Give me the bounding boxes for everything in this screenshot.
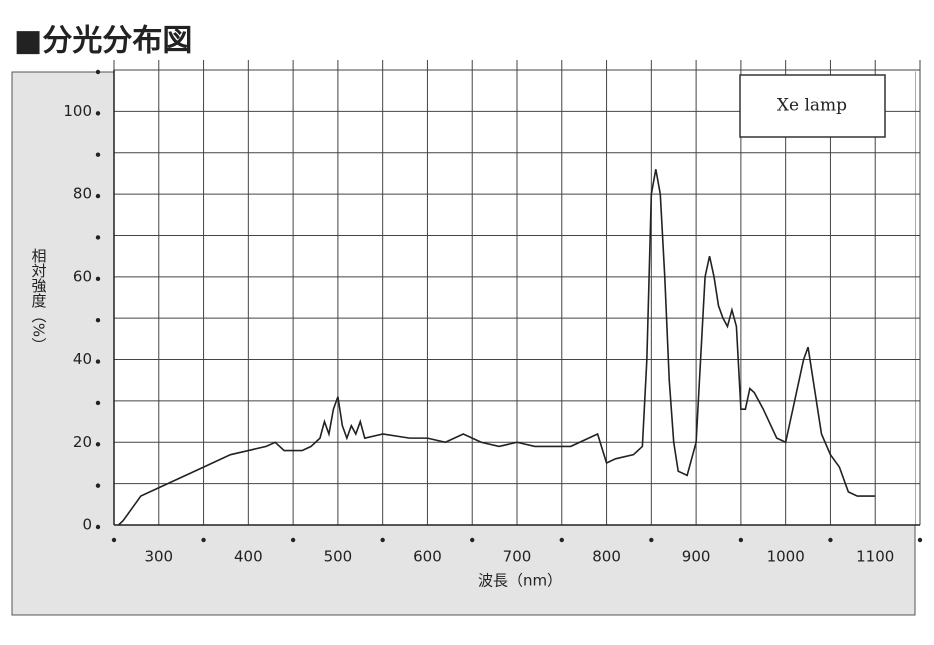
y-tick-dot — [95, 524, 101, 530]
x-tick-label: 700 — [503, 548, 532, 566]
y-tick-dot — [95, 152, 101, 157]
x-tick-label: 1100 — [856, 548, 894, 566]
y-tick-label: 0 — [82, 516, 92, 534]
legend-box — [739, 74, 886, 138]
x-tick-label: 500 — [324, 548, 353, 566]
data-line — [117, 169, 876, 526]
x-tick-dot — [738, 537, 744, 543]
y-tick-dot — [95, 111, 101, 116]
x-tick-label: 900 — [682, 548, 711, 566]
x-tick-label: 1000 — [767, 548, 805, 566]
y-tick-label: 20 — [73, 433, 92, 451]
x-tick-dot — [201, 537, 206, 543]
y-tick-dot — [95, 193, 101, 199]
y-tick-label: 80 — [73, 185, 92, 203]
y-tick-label: 60 — [73, 267, 92, 285]
x-tick-label: 800 — [592, 548, 621, 566]
x-tick-dot — [917, 537, 923, 543]
x-tick-dot — [290, 537, 296, 543]
legend-label: Xe lamp — [777, 96, 847, 116]
x-tick-dot — [559, 537, 564, 543]
x-tick-label: 400 — [234, 548, 263, 566]
x-tick-dot — [828, 537, 833, 543]
x-axis-label: 波長（nm） — [478, 572, 562, 590]
plot-area — [114, 70, 915, 525]
x-tick-label: 300 — [144, 548, 173, 566]
y-tick-dot — [95, 276, 101, 282]
y-tick-dot — [95, 69, 101, 75]
y-tick-dot — [95, 235, 101, 240]
y-axis-label: 相対強度（%） — [30, 248, 48, 352]
y-tick-dot — [95, 359, 101, 364]
y-tick-label: 100 — [63, 102, 92, 120]
x-tick-dot — [470, 537, 475, 543]
y-tick-dot — [95, 317, 101, 323]
x-tick-dot — [380, 537, 385, 543]
y-tick-dot — [95, 483, 101, 488]
y-tick-dot — [95, 442, 101, 447]
chart-title: ■分光分布図 — [14, 24, 192, 59]
x-tick-label: 600 — [413, 548, 442, 566]
x-tick-dot — [111, 537, 117, 543]
y-tick-label: 40 — [73, 350, 92, 368]
x-tick-dot — [649, 537, 654, 543]
y-tick-dot — [95, 400, 101, 406]
